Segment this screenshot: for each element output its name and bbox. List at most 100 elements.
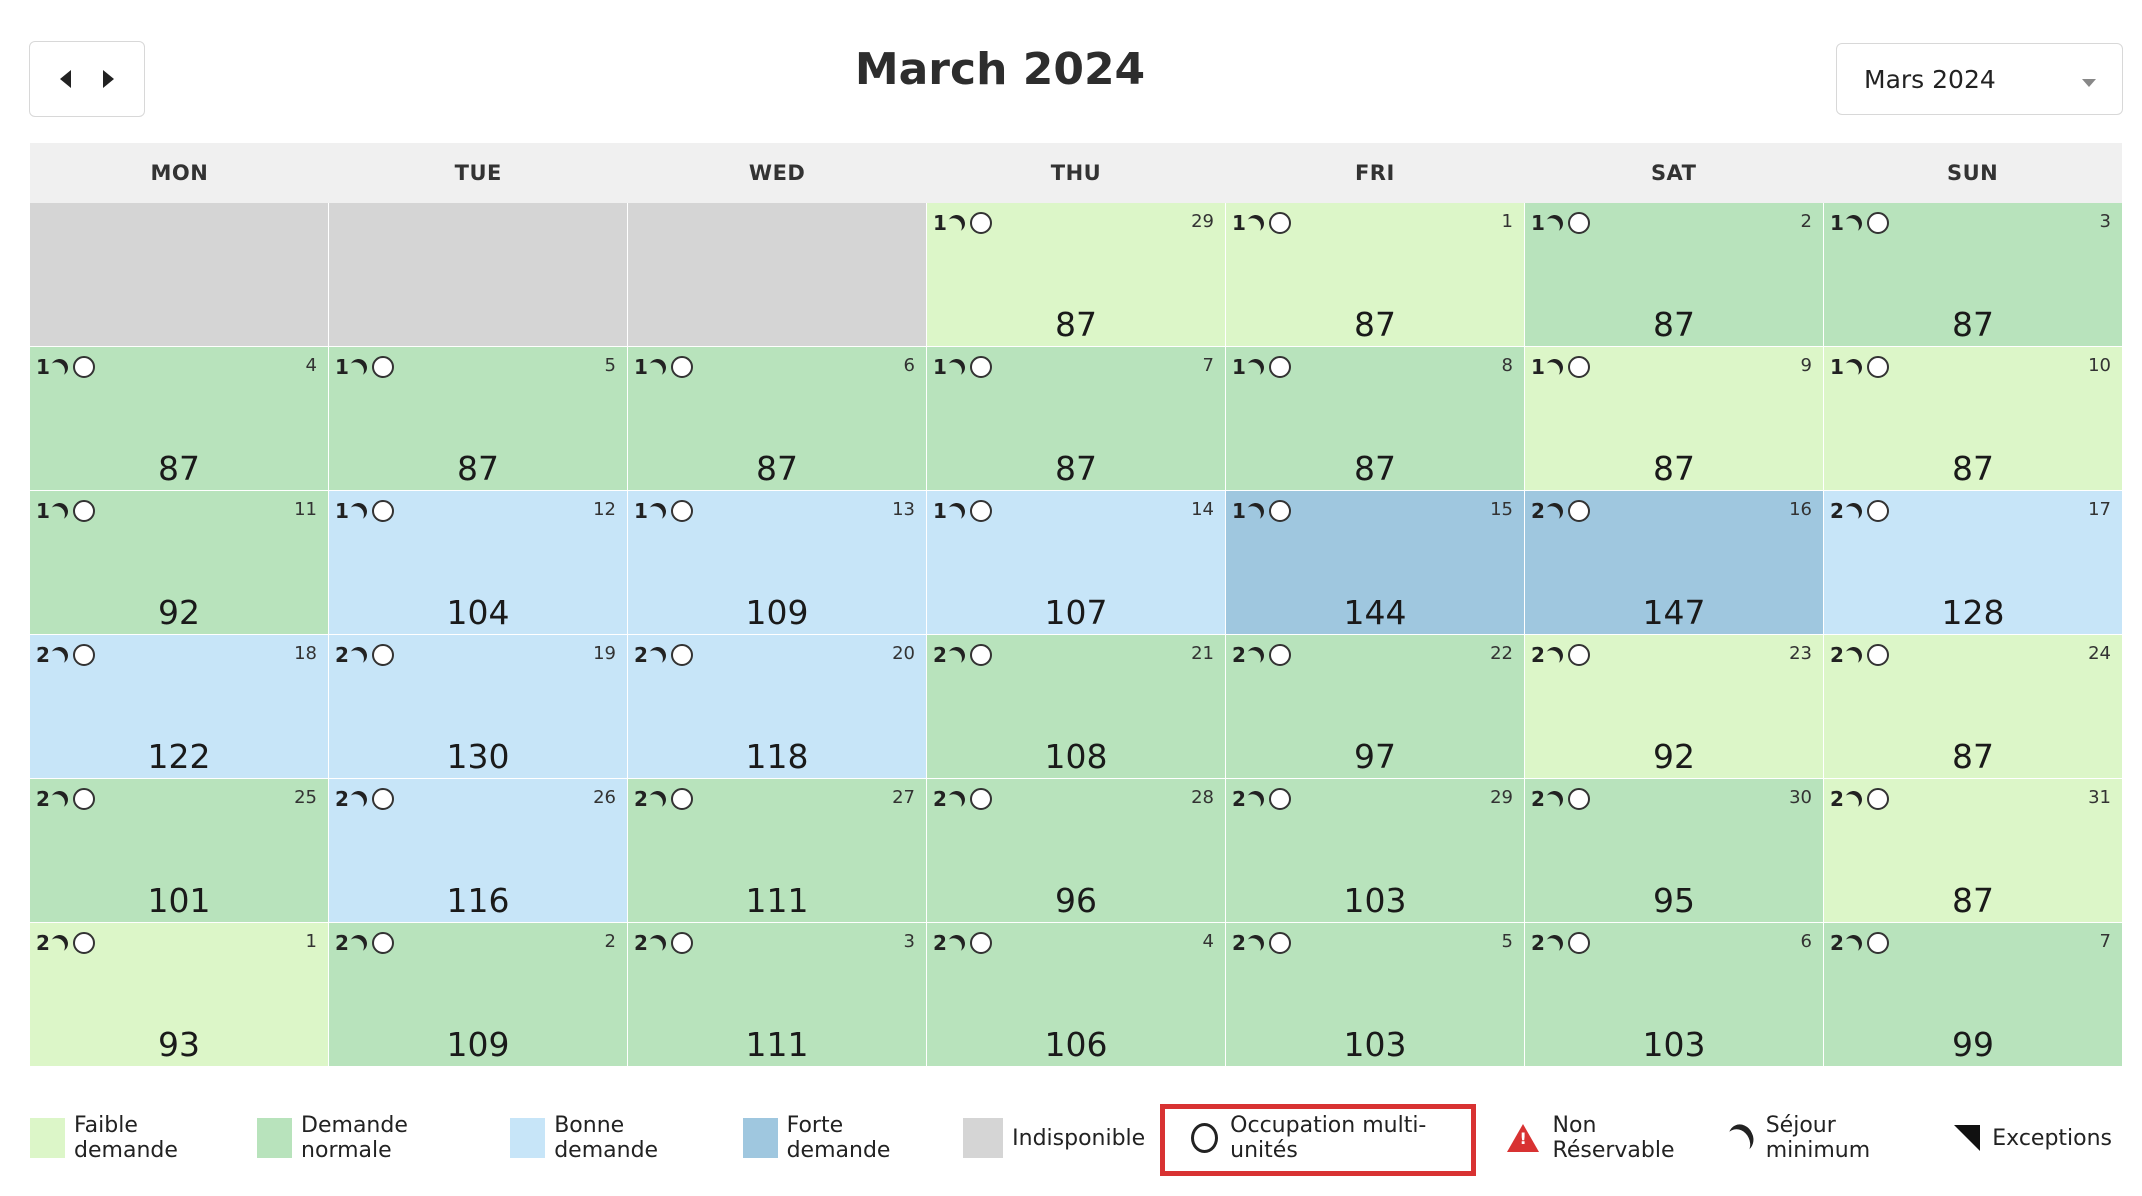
calendar-day[interactable]: 1 3 87 — [1824, 203, 2122, 347]
calendar-day[interactable]: 2 29 103 — [1226, 779, 1525, 923]
day-price: 144 — [1343, 593, 1407, 632]
legend-occupation: Occupation multi-unités — [1191, 1113, 1460, 1163]
warning-icon: ! — [1506, 1124, 1539, 1152]
day-price: 87 — [1055, 305, 1097, 344]
calendar-day[interactable]: 2 1 93 — [30, 923, 329, 1067]
calendar-day[interactable]: 1 15 144 — [1226, 491, 1525, 635]
legend-sejour: Séjour minimum — [1729, 1113, 1924, 1163]
min-stay-value: 2 — [1232, 931, 1246, 955]
calendar-day[interactable]: 1 2 87 — [1525, 203, 1824, 347]
legend-non-reservable: ! Non Réservable — [1506, 1113, 1700, 1163]
calendar-day[interactable]: 2 24 87 — [1824, 635, 2122, 779]
calendar-day[interactable]: 1 29 87 — [927, 203, 1226, 347]
day-price: 122 — [147, 737, 211, 776]
calendar-day[interactable]: 1 6 87 — [628, 347, 927, 491]
circle-icon — [969, 788, 992, 810]
day-number: 28 — [1191, 787, 1214, 808]
min-stay-value: 1 — [335, 355, 349, 379]
calendar-day[interactable]: 1 14 107 — [927, 491, 1226, 635]
moon-icon — [1843, 932, 1865, 954]
circle-icon — [1567, 356, 1590, 378]
day-number: 1 — [1501, 211, 1513, 232]
day-price: 87 — [756, 449, 798, 488]
calendar-day[interactable]: 2 4 106 — [927, 923, 1226, 1067]
day-badges: 1 — [933, 210, 992, 236]
chevron-left-icon — [60, 70, 71, 88]
circle-icon — [1866, 356, 1889, 378]
day-number: 14 — [1191, 499, 1214, 520]
calendar-day[interactable]: 1 13 109 — [628, 491, 927, 635]
calendar-day[interactable]: 2 27 111 — [628, 779, 927, 923]
day-price: 92 — [1653, 737, 1695, 776]
legend-non-reservable-label: Non Réservable — [1552, 1113, 1675, 1163]
calendar-day[interactable]: 2 3 111 — [628, 923, 927, 1067]
calendar-day[interactable]: 2 31 87 — [1824, 779, 2122, 923]
calendar-day[interactable]: 1 4 87 — [30, 347, 329, 491]
calendar-day[interactable]: 1 1 87 — [1226, 203, 1525, 347]
calendar-day[interactable]: 2 21 108 — [927, 635, 1226, 779]
calendar-day[interactable]: 1 10 87 — [1824, 347, 2122, 491]
moon-icon — [647, 500, 669, 522]
day-badges: 2 — [1531, 930, 1590, 956]
calendar-day[interactable]: 2 30 95 — [1525, 779, 1824, 923]
calendar-day[interactable]: 1 8 87 — [1226, 347, 1525, 491]
legend-indispo-label: Indisponible — [1012, 1125, 1146, 1151]
day-number: 5 — [604, 355, 616, 376]
calendar-day[interactable]: 2 23 92 — [1525, 635, 1824, 779]
calendar-day-unavailable[interactable] — [329, 203, 628, 347]
moon-icon — [49, 788, 71, 810]
min-stay-value: 2 — [634, 787, 648, 811]
circle-icon — [72, 644, 95, 666]
min-stay-value: 1 — [1830, 211, 1844, 235]
calendar-day[interactable]: 2 16 147 — [1525, 491, 1824, 635]
circle-icon — [1268, 500, 1291, 522]
prev-month-button[interactable] — [44, 51, 87, 107]
calendar-day[interactable]: 2 22 97 — [1226, 635, 1525, 779]
calendar-day[interactable]: 1 5 87 — [329, 347, 628, 491]
day-badges: 2 — [1830, 930, 1889, 956]
calendar-day-unavailable[interactable] — [628, 203, 927, 347]
day-badges: 1 — [933, 498, 992, 524]
bonne-swatch — [510, 1118, 546, 1158]
day-badges: 2 — [36, 642, 95, 668]
min-stay-value: 2 — [1830, 931, 1844, 955]
calendar-day[interactable]: 2 25 101 — [30, 779, 329, 923]
calendar-day[interactable]: 1 12 104 — [329, 491, 628, 635]
calendar-day[interactable]: 2 17 128 — [1824, 491, 2122, 635]
moon-icon — [1544, 644, 1566, 666]
moon-icon — [1544, 500, 1566, 522]
day-number: 5 — [1501, 931, 1513, 952]
circle-icon — [670, 356, 693, 378]
circle-icon — [371, 644, 394, 666]
calendar-day[interactable]: 1 11 92 — [30, 491, 329, 635]
calendar-day[interactable]: 2 19 130 — [329, 635, 628, 779]
min-stay-value: 1 — [634, 355, 648, 379]
circle-icon — [670, 500, 693, 522]
min-stay-value: 2 — [1531, 787, 1545, 811]
calendar-day[interactable]: 2 26 116 — [329, 779, 628, 923]
circle-icon — [1268, 788, 1291, 810]
calendar-day[interactable]: 2 6 103 — [1525, 923, 1824, 1067]
calendar-day-unavailable[interactable] — [30, 203, 329, 347]
calendar-day[interactable]: 1 7 87 — [927, 347, 1226, 491]
min-stay-value: 1 — [1531, 211, 1545, 235]
legend-exceptions: Exceptions — [1954, 1125, 2112, 1151]
calendar-day[interactable]: 2 20 118 — [628, 635, 927, 779]
calendar-day[interactable]: 2 2 109 — [329, 923, 628, 1067]
next-month-button[interactable] — [87, 51, 130, 107]
calendar-day[interactable]: 2 18 122 — [30, 635, 329, 779]
calendar-day[interactable]: 2 28 96 — [927, 779, 1226, 923]
calendar-day[interactable]: 1 9 87 — [1525, 347, 1824, 491]
calendar-day[interactable]: 2 5 103 — [1226, 923, 1525, 1067]
moon-icon — [1544, 212, 1566, 234]
day-price: 87 — [1952, 449, 1994, 488]
min-stay-value: 2 — [1830, 643, 1844, 667]
day-number: 26 — [593, 787, 616, 808]
min-stay-value: 2 — [1531, 931, 1545, 955]
legend-indispo: Indisponible — [963, 1118, 1145, 1158]
day-number: 22 — [1490, 643, 1513, 664]
day-number: 24 — [2088, 643, 2111, 664]
calendar-day[interactable]: 2 7 99 — [1824, 923, 2122, 1067]
legend-forte: Forte demande — [742, 1113, 934, 1163]
month-select[interactable]: Mars 2024 — [1836, 43, 2123, 115]
